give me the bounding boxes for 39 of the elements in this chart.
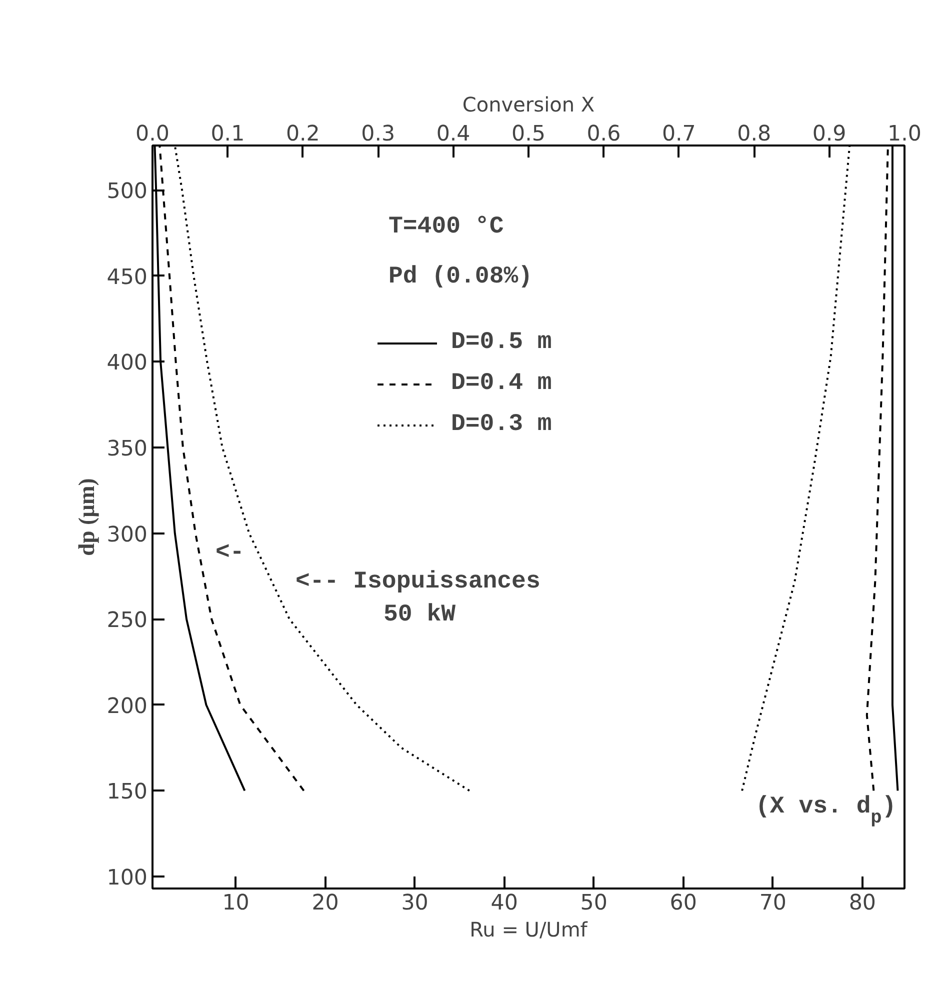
y-tick-label: 150	[106, 780, 148, 805]
x2-tick-label: 0.9	[812, 122, 846, 146]
x-tick-label: 60	[670, 890, 697, 916]
x2-tick-label: 0.8	[737, 122, 772, 146]
x2-tick-label: 0.1	[210, 122, 245, 146]
y-tick-label: 400	[106, 350, 148, 376]
x2-tick-label: 0.2	[286, 122, 320, 146]
x-tick-label: 20	[312, 890, 339, 916]
x-tick-label: 70	[759, 890, 786, 916]
x-axis-title: Ru = U/Umf	[470, 918, 588, 942]
annotation: 50 kW	[384, 602, 456, 628]
annotation: Pd (0.08%)	[388, 264, 533, 290]
y-tick-label: 250	[106, 608, 148, 634]
y-tick-label: 200	[106, 694, 148, 719]
x2-tick-label: 0.7	[662, 122, 696, 146]
x-tick-label: 80	[848, 890, 876, 916]
x2-tick-label: 0.0	[136, 122, 170, 146]
x2-axis-title: Conversion X	[462, 92, 595, 116]
y-axis-title: dp (μm)	[74, 478, 99, 556]
legend-label: D=0.4 m	[451, 370, 552, 397]
x-tick-label: 30	[401, 890, 428, 916]
annotation: <-- Isopuissances	[296, 568, 540, 596]
annotation: T=400 °C	[388, 214, 504, 240]
legend-label: D=0.5 m	[451, 329, 552, 356]
y-tick-label: 300	[106, 522, 148, 548]
x2-tick-label: 0.6	[586, 122, 621, 146]
legend-label: D=0.3 m	[451, 411, 552, 438]
y-tick-label: 500	[106, 179, 148, 204]
annotation: <-	[216, 540, 244, 566]
x-tick-label: 40	[490, 890, 518, 916]
x-tick-label: 10	[222, 890, 250, 916]
y-tick-label: 100	[106, 865, 148, 890]
x-tick-label: 50	[580, 890, 608, 916]
x2-tick-label: 1.0	[888, 122, 922, 146]
x2-tick-label: 0.3	[361, 122, 396, 146]
x2-tick-label: 0.4	[436, 122, 470, 146]
x2-tick-label: 0.5	[512, 122, 546, 146]
y-tick-label: 450	[106, 264, 148, 290]
y-tick-label: 350	[106, 436, 148, 462]
